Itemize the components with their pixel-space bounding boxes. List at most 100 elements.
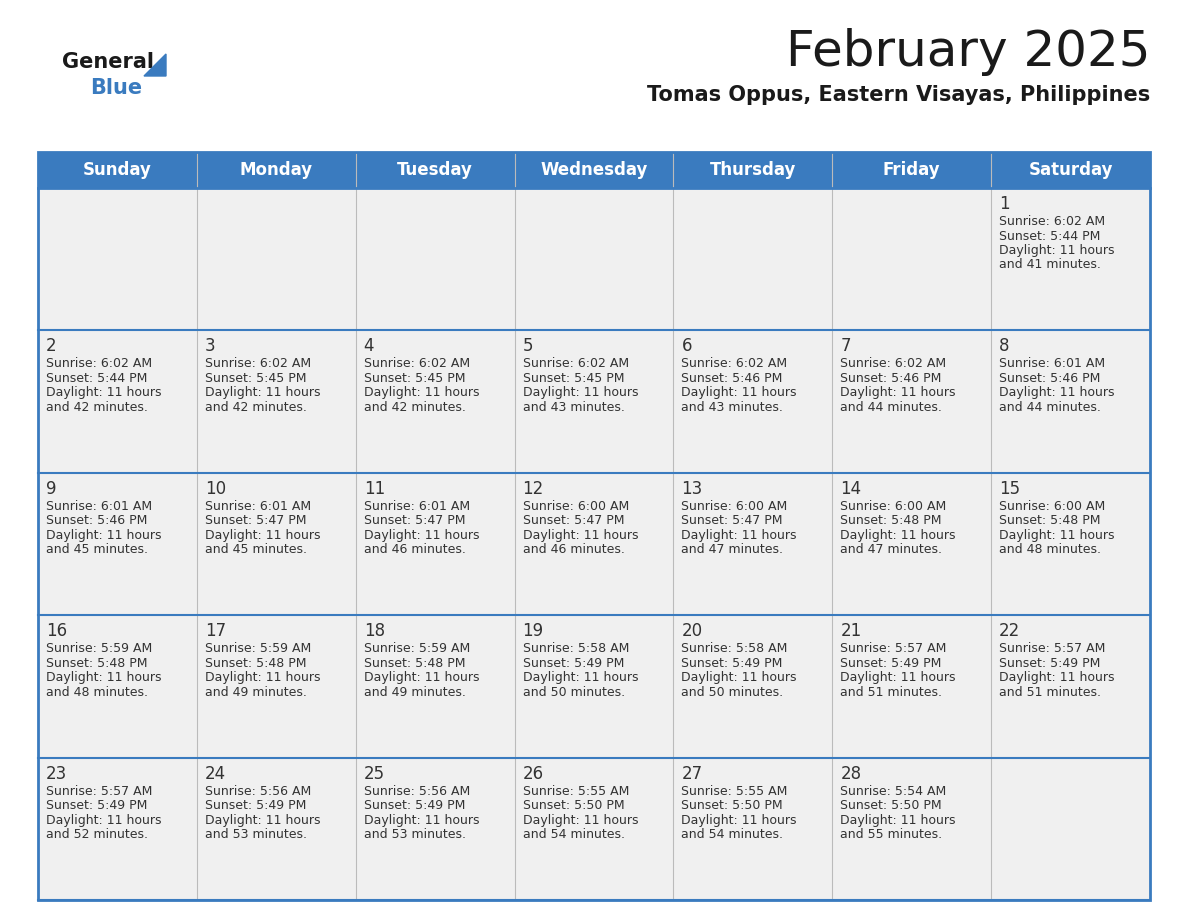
Bar <box>38 473 197 615</box>
Text: 6: 6 <box>682 338 691 355</box>
Bar <box>833 188 991 330</box>
Text: Sunset: 5:47 PM: Sunset: 5:47 PM <box>204 514 307 527</box>
Text: Sunrise: 6:00 AM: Sunrise: 6:00 AM <box>682 499 788 513</box>
Text: 14: 14 <box>840 480 861 498</box>
Text: 10: 10 <box>204 480 226 498</box>
Bar <box>991 330 1150 473</box>
Text: 7: 7 <box>840 338 851 355</box>
Text: Daylight: 11 hours: Daylight: 11 hours <box>204 671 321 684</box>
Text: Wednesday: Wednesday <box>541 161 647 179</box>
Text: and 49 minutes.: and 49 minutes. <box>204 686 307 699</box>
Text: Sunrise: 6:01 AM: Sunrise: 6:01 AM <box>364 499 469 513</box>
Text: Daylight: 11 hours: Daylight: 11 hours <box>204 529 321 542</box>
Bar <box>355 473 514 615</box>
Text: Thursday: Thursday <box>709 161 796 179</box>
Text: Sunrise: 6:02 AM: Sunrise: 6:02 AM <box>46 357 152 370</box>
Text: Daylight: 11 hours: Daylight: 11 hours <box>204 386 321 399</box>
Text: Sunset: 5:49 PM: Sunset: 5:49 PM <box>46 799 147 812</box>
Text: Sunrise: 5:57 AM: Sunrise: 5:57 AM <box>46 785 152 798</box>
Text: Sunset: 5:46 PM: Sunset: 5:46 PM <box>999 372 1100 385</box>
Text: Sunrise: 6:01 AM: Sunrise: 6:01 AM <box>204 499 311 513</box>
Text: Tomas Oppus, Eastern Visayas, Philippines: Tomas Oppus, Eastern Visayas, Philippine… <box>646 85 1150 105</box>
Bar <box>674 757 833 900</box>
Text: and 51 minutes.: and 51 minutes. <box>840 686 942 699</box>
Text: Sunset: 5:45 PM: Sunset: 5:45 PM <box>204 372 307 385</box>
Bar <box>674 330 833 473</box>
Text: Sunset: 5:44 PM: Sunset: 5:44 PM <box>999 230 1100 242</box>
Text: Daylight: 11 hours: Daylight: 11 hours <box>840 386 956 399</box>
Text: and 47 minutes.: and 47 minutes. <box>682 543 783 556</box>
Text: Sunset: 5:47 PM: Sunset: 5:47 PM <box>523 514 624 527</box>
Text: Sunset: 5:49 PM: Sunset: 5:49 PM <box>840 656 942 670</box>
Text: and 43 minutes.: and 43 minutes. <box>682 401 783 414</box>
Bar <box>991 473 1150 615</box>
Text: Sunrise: 5:59 AM: Sunrise: 5:59 AM <box>46 643 152 655</box>
Bar <box>991 757 1150 900</box>
Text: Sunset: 5:46 PM: Sunset: 5:46 PM <box>840 372 942 385</box>
Text: 18: 18 <box>364 622 385 640</box>
Text: Daylight: 11 hours: Daylight: 11 hours <box>999 244 1114 257</box>
Text: Sunrise: 5:58 AM: Sunrise: 5:58 AM <box>523 643 628 655</box>
Bar <box>355 330 514 473</box>
Text: Daylight: 11 hours: Daylight: 11 hours <box>682 813 797 826</box>
Bar <box>197 757 355 900</box>
Text: Sunrise: 5:55 AM: Sunrise: 5:55 AM <box>682 785 788 798</box>
Text: 2: 2 <box>46 338 57 355</box>
Bar <box>197 615 355 757</box>
Text: Sunrise: 5:56 AM: Sunrise: 5:56 AM <box>204 785 311 798</box>
Bar <box>514 330 674 473</box>
Text: Sunrise: 5:59 AM: Sunrise: 5:59 AM <box>364 643 470 655</box>
Text: Sunrise: 5:57 AM: Sunrise: 5:57 AM <box>840 643 947 655</box>
Text: and 42 minutes.: and 42 minutes. <box>204 401 307 414</box>
Text: Sunset: 5:49 PM: Sunset: 5:49 PM <box>682 656 783 670</box>
Text: Daylight: 11 hours: Daylight: 11 hours <box>999 386 1114 399</box>
Text: Sunset: 5:49 PM: Sunset: 5:49 PM <box>999 656 1100 670</box>
Text: and 43 minutes.: and 43 minutes. <box>523 401 625 414</box>
Text: Daylight: 11 hours: Daylight: 11 hours <box>523 529 638 542</box>
Text: Sunday: Sunday <box>83 161 152 179</box>
Text: Daylight: 11 hours: Daylight: 11 hours <box>840 671 956 684</box>
Text: Daylight: 11 hours: Daylight: 11 hours <box>523 671 638 684</box>
Text: Daylight: 11 hours: Daylight: 11 hours <box>46 671 162 684</box>
Text: Daylight: 11 hours: Daylight: 11 hours <box>682 386 797 399</box>
Text: Sunrise: 6:02 AM: Sunrise: 6:02 AM <box>682 357 788 370</box>
Text: Monday: Monday <box>240 161 312 179</box>
Text: 27: 27 <box>682 765 702 783</box>
Bar <box>38 188 197 330</box>
Text: Sunset: 5:48 PM: Sunset: 5:48 PM <box>46 656 147 670</box>
Bar <box>514 188 674 330</box>
Text: Daylight: 11 hours: Daylight: 11 hours <box>364 813 479 826</box>
Bar <box>674 615 833 757</box>
Text: Daylight: 11 hours: Daylight: 11 hours <box>999 529 1114 542</box>
Text: Sunrise: 5:56 AM: Sunrise: 5:56 AM <box>364 785 470 798</box>
Text: Sunset: 5:50 PM: Sunset: 5:50 PM <box>682 799 783 812</box>
Text: and 44 minutes.: and 44 minutes. <box>840 401 942 414</box>
Text: Daylight: 11 hours: Daylight: 11 hours <box>204 813 321 826</box>
Text: Daylight: 11 hours: Daylight: 11 hours <box>840 813 956 826</box>
Text: Sunset: 5:45 PM: Sunset: 5:45 PM <box>523 372 624 385</box>
Text: Daylight: 11 hours: Daylight: 11 hours <box>364 386 479 399</box>
Text: Sunset: 5:45 PM: Sunset: 5:45 PM <box>364 372 466 385</box>
Text: Sunrise: 6:02 AM: Sunrise: 6:02 AM <box>204 357 311 370</box>
Polygon shape <box>144 54 166 76</box>
Bar <box>38 152 1150 188</box>
Text: Sunset: 5:46 PM: Sunset: 5:46 PM <box>682 372 783 385</box>
Text: Sunrise: 6:02 AM: Sunrise: 6:02 AM <box>364 357 469 370</box>
Text: and 53 minutes.: and 53 minutes. <box>204 828 307 841</box>
Text: Sunrise: 5:57 AM: Sunrise: 5:57 AM <box>999 643 1106 655</box>
Text: Sunrise: 6:02 AM: Sunrise: 6:02 AM <box>999 215 1105 228</box>
Text: 26: 26 <box>523 765 544 783</box>
Text: and 45 minutes.: and 45 minutes. <box>204 543 307 556</box>
Text: 9: 9 <box>46 480 57 498</box>
Bar <box>38 330 197 473</box>
Text: and 50 minutes.: and 50 minutes. <box>682 686 784 699</box>
Text: Sunrise: 6:00 AM: Sunrise: 6:00 AM <box>523 499 628 513</box>
Text: 24: 24 <box>204 765 226 783</box>
Text: 4: 4 <box>364 338 374 355</box>
Text: 13: 13 <box>682 480 702 498</box>
Text: 8: 8 <box>999 338 1010 355</box>
Text: Daylight: 11 hours: Daylight: 11 hours <box>364 671 479 684</box>
Bar <box>991 188 1150 330</box>
Text: 12: 12 <box>523 480 544 498</box>
Bar <box>38 615 197 757</box>
